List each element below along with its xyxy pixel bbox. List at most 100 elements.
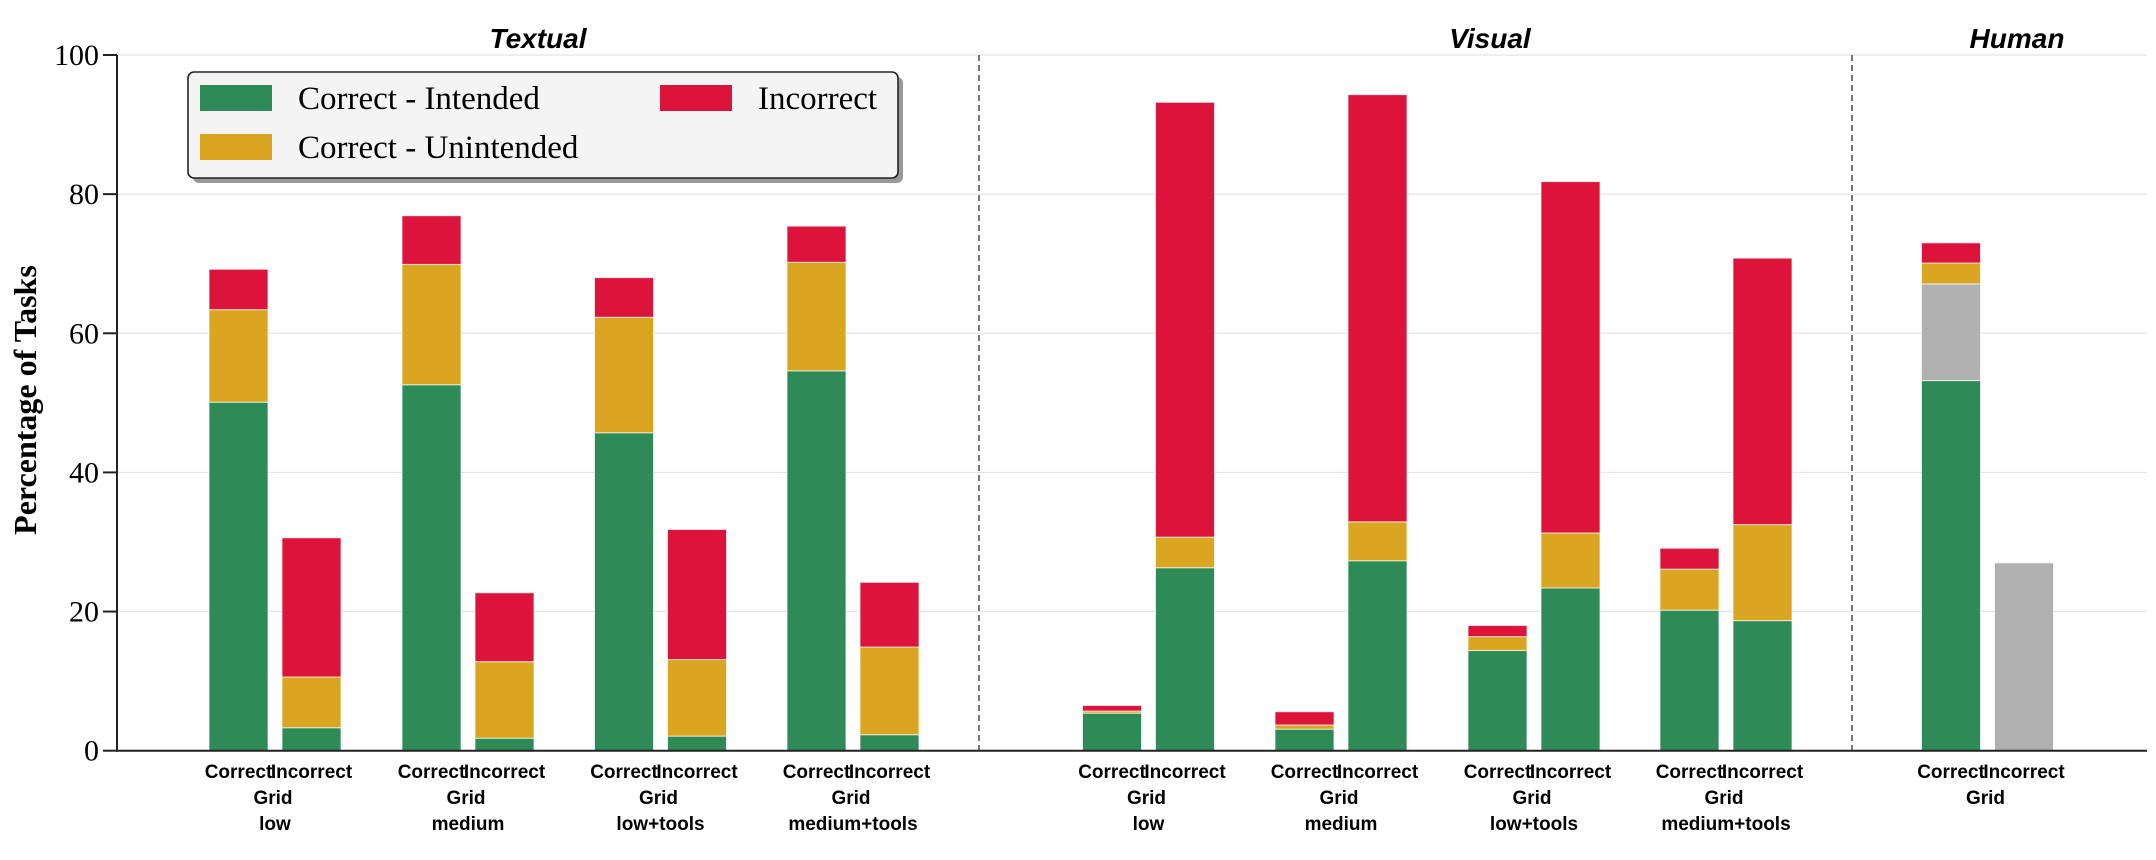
y-tick-label: 40 <box>69 456 99 489</box>
bar-segment-intended <box>1540 587 1601 752</box>
bar-label: Incorrect <box>271 762 353 783</box>
section-title: Textual <box>490 23 588 54</box>
bar-label: Correct <box>783 762 851 783</box>
bar-segment-intended <box>786 370 847 752</box>
y-tick-label: 0 <box>84 735 99 768</box>
bar-label: Incorrect <box>1530 762 1612 783</box>
bar-label: Incorrect <box>849 762 931 783</box>
bar-segment-unintended <box>786 261 847 372</box>
bar-segment-incorrect <box>1155 101 1215 538</box>
bar-segment-unintended <box>474 661 535 739</box>
bar-segment-incorrect <box>594 277 654 318</box>
bar-segment-intended <box>859 734 920 752</box>
bar-segment-unintended <box>1659 568 1720 611</box>
group-sublabel: low <box>1133 814 1165 835</box>
group-label: Grid <box>1966 788 2005 809</box>
group-sublabel: low+tools <box>616 814 704 835</box>
bar-label: Correct <box>398 762 466 783</box>
group-sublabel: medium <box>1305 814 1378 835</box>
group-sublabel: medium+tools <box>788 814 917 835</box>
bar-label: Correct <box>1656 762 1724 783</box>
bar-segment-incorrect <box>1921 242 1981 264</box>
group-label: Grid <box>1512 788 1551 809</box>
group-sublabel: medium+tools <box>1661 814 1790 835</box>
bar-segment-incorrect <box>1467 624 1528 638</box>
bar-segment-intended <box>208 401 269 752</box>
legend: Correct - Intended Correct - Unintended In… <box>187 71 903 183</box>
bar-segment-incorrect <box>1540 181 1601 534</box>
y-tick-label: 100 <box>54 39 99 72</box>
bar-segment-incorrect <box>1082 704 1142 712</box>
legend-label: Incorrect <box>758 81 877 117</box>
bar-segment-intended <box>1155 567 1215 752</box>
bar-segment-unintended <box>667 659 727 737</box>
bar-segment-incorrect <box>1659 547 1720 570</box>
bar-label: Incorrect <box>656 762 738 783</box>
bar-segment-intended <box>281 727 342 752</box>
bar-segment-incorrect <box>786 225 847 263</box>
section-titles: Textual Visual Human <box>490 23 2065 54</box>
bar-segment-intended <box>667 735 727 752</box>
bar-segment-unintended <box>859 646 920 736</box>
bar-segment-intended <box>1732 620 1793 752</box>
bar-segment-intended <box>401 384 462 752</box>
bar-segment-unintended <box>1732 524 1793 622</box>
group-sublabel: low+tools <box>1490 814 1578 835</box>
bar-segment-unintended <box>208 309 269 403</box>
group-label: Grid <box>253 788 292 809</box>
bar-segment-intended <box>1082 712 1142 752</box>
bar-segment-unintended <box>594 316 654 434</box>
group-label: Grid <box>1319 788 1358 809</box>
y-axis-label: Percentage of Tasks <box>7 265 43 535</box>
y-tick-label: 80 <box>69 178 99 211</box>
bar-label: Incorrect <box>1983 762 2065 783</box>
bar-label: Incorrect <box>1722 762 1804 783</box>
bar-segment-incorrect <box>859 581 920 648</box>
legend-label: Correct - Intended <box>298 81 540 117</box>
bar-segment-unintended <box>1467 636 1528 652</box>
bar-segment-incorrect <box>1732 257 1793 526</box>
bar-label: Correct <box>1917 762 1985 783</box>
y-tick-label: 20 <box>69 596 99 629</box>
legend-swatch-intended <box>200 85 272 111</box>
bars <box>208 94 2054 752</box>
section-separators <box>978 55 1853 751</box>
bar-label: Incorrect <box>1144 762 1226 783</box>
bar-label: Correct <box>1271 762 1339 783</box>
bar-segment-unintended <box>401 263 462 386</box>
bar-segment-incorrect <box>1347 94 1408 523</box>
bar-segment-unintended <box>1921 262 1981 285</box>
legend-label: Correct - Unintended <box>298 130 579 166</box>
bar-segment-intended <box>474 737 535 752</box>
bar-segment-unintended <box>281 676 342 729</box>
bar-segment-unintended <box>1540 532 1601 589</box>
bar-segment-incorrect <box>1274 711 1335 726</box>
group-label: Grid <box>639 788 678 809</box>
group-sublabel: medium <box>432 814 505 835</box>
bar-label: Incorrect <box>1337 762 1419 783</box>
group-label: Grid <box>1704 788 1743 809</box>
bar-segment-intended <box>1921 380 1981 752</box>
bar-segment-unintended <box>1155 536 1215 569</box>
section-title: Visual <box>1449 23 1532 54</box>
bar-segment-incorrect <box>401 215 462 265</box>
bar-label: Incorrect <box>464 762 546 783</box>
group-label: Grid <box>831 788 870 809</box>
bar-segment-incorrect <box>667 528 727 661</box>
bar-segment-intended <box>594 432 654 752</box>
bar-segment-intended <box>1659 609 1720 752</box>
bar-segment-intended <box>1274 728 1335 752</box>
section-title: Human <box>1970 23 2065 54</box>
bar-label: Correct <box>205 762 273 783</box>
bar-segment-intended <box>1467 650 1528 752</box>
bar-segment-unintended <box>1274 724 1335 730</box>
bar-segment-incorrect <box>281 537 342 678</box>
group-sublabel: low <box>259 814 291 835</box>
axes: 0 20 40 60 80 100 <box>54 39 2147 768</box>
legend-swatch-unintended <box>200 134 272 160</box>
bar-segment-incorrect <box>474 592 535 663</box>
x-axis-labels: CorrectIncorrectGridlowCorrectIncorrectG… <box>205 762 2066 835</box>
bar-label: Correct <box>1078 762 1146 783</box>
bar-segment-intended <box>1347 560 1408 752</box>
